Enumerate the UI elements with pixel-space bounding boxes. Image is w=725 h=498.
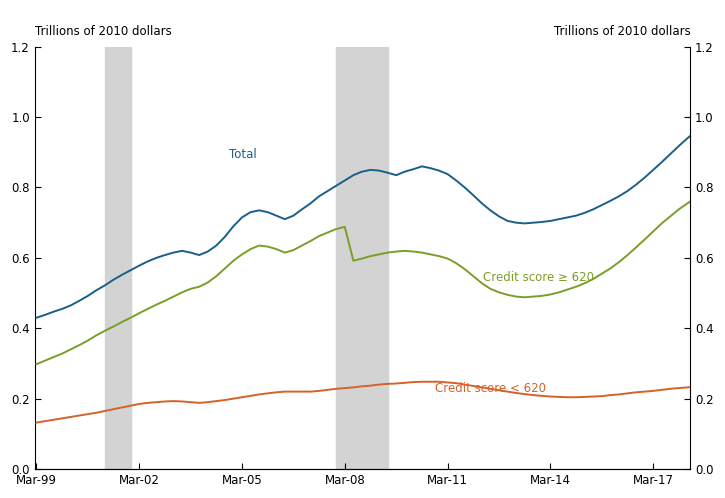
Text: Credit score ≥ 620: Credit score ≥ 620 — [483, 271, 594, 284]
Text: Trillions of 2010 dollars: Trillions of 2010 dollars — [35, 25, 172, 38]
Text: Total: Total — [229, 148, 257, 161]
Text: Credit score < 620: Credit score < 620 — [435, 382, 546, 395]
Bar — [336, 47, 388, 469]
Bar — [105, 47, 130, 469]
Text: Trillions of 2010 dollars: Trillions of 2010 dollars — [553, 25, 690, 38]
